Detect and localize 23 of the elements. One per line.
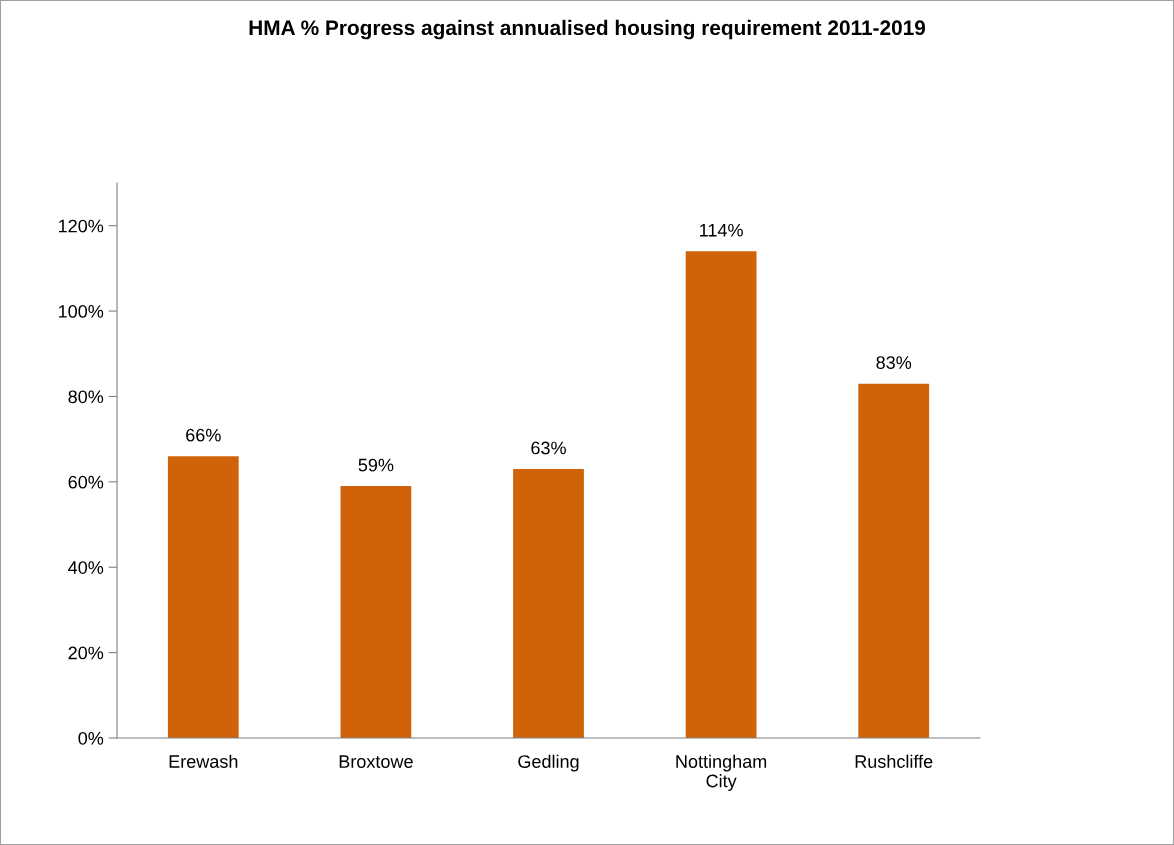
bar: [513, 469, 584, 738]
bar: [858, 383, 930, 738]
x-tick-label: Broxtowe: [339, 755, 413, 768]
y-tick-label: 100%: [59, 305, 104, 318]
x-tick-label: Gedling: [518, 754, 579, 772]
y-tick-label: 40%: [68, 561, 104, 574]
chart-title: HMA % Progress against annualised housing requirement 2011-2019: [249, 19, 926, 40]
bar: [685, 251, 757, 738]
data-label: 63%: [531, 441, 566, 455]
y-tick-label: 0%: [78, 731, 104, 745]
x-tick-label: Erewash: [169, 754, 238, 768]
x-tick-label: Rushcliffe: [855, 754, 933, 768]
bar: [167, 456, 239, 738]
bar: [340, 486, 412, 738]
data-label: 83%: [876, 356, 912, 369]
data-label: 114%: [700, 223, 743, 237]
x-tick-label: Nottingham City: [676, 754, 767, 791]
data-label: 59%: [358, 458, 394, 472]
y-tick-label: 80%: [68, 390, 104, 404]
data-label: 66%: [186, 428, 221, 442]
y-tick-label: 20%: [68, 646, 104, 660]
y-tick-label: 120%: [59, 219, 104, 233]
y-tick-label: 60%: [68, 475, 104, 489]
